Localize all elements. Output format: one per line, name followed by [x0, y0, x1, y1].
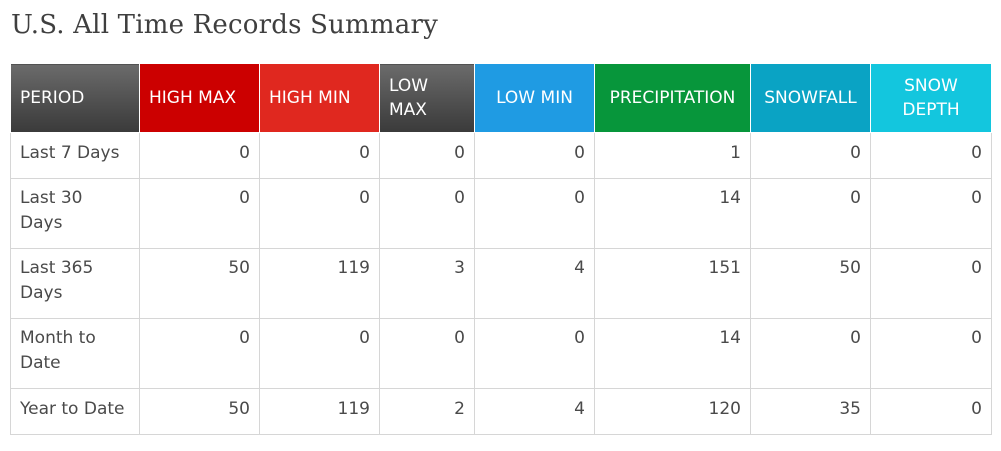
cell-high-min: 0 [259, 318, 380, 389]
cell-low-max: 0 [379, 132, 475, 179]
header-row: PERIOD HIGH MAX HIGH MIN LOW MAX LOW MIN… [10, 63, 992, 133]
cell-low-min: 4 [474, 388, 595, 435]
cell-low-min: 0 [474, 132, 595, 179]
cell-precipitation: 151 [594, 248, 751, 319]
page-title: U.S. All Time Records Summary [11, 10, 438, 40]
header-low-max: LOW MAX [379, 63, 475, 133]
cell-snowfall: 35 [750, 388, 871, 435]
table-row: Last 30 Days 0 0 0 0 14 0 0 [10, 178, 992, 249]
table-row: Last 7 Days 0 0 0 0 1 0 0 [10, 132, 992, 179]
header-snow-depth: SNOW DEPTH [870, 63, 992, 133]
cell-high-max: 0 [139, 132, 260, 179]
cell-snowfall: 0 [750, 178, 871, 249]
cell-snow-depth: 0 [870, 248, 992, 319]
cell-low-min: 4 [474, 248, 595, 319]
cell-low-max: 0 [379, 178, 475, 249]
header-snowfall: SNOWFALL [750, 63, 871, 133]
cell-snow-depth: 0 [870, 178, 992, 249]
cell-period: Last 365 Days [10, 248, 140, 319]
cell-high-min: 0 [259, 132, 380, 179]
cell-low-max: 3 [379, 248, 475, 319]
cell-snow-depth: 0 [870, 388, 992, 435]
cell-low-min: 0 [474, 178, 595, 249]
table-row: Last 365 Days 50 119 3 4 151 50 0 [10, 248, 992, 319]
cell-period: Last 7 Days [10, 132, 140, 179]
cell-high-min: 119 [259, 388, 380, 435]
cell-high-max: 50 [139, 248, 260, 319]
cell-low-min: 0 [474, 318, 595, 389]
cell-low-max: 0 [379, 318, 475, 389]
header-high-min: HIGH MIN [259, 63, 380, 133]
cell-precipitation: 1 [594, 132, 751, 179]
cell-high-min: 119 [259, 248, 380, 319]
header-period: PERIOD [10, 63, 140, 133]
records-summary-table: PERIOD HIGH MAX HIGH MIN LOW MAX LOW MIN… [10, 63, 992, 435]
cell-high-max: 50 [139, 388, 260, 435]
cell-snowfall: 0 [750, 318, 871, 389]
cell-low-max: 2 [379, 388, 475, 435]
table-row: Year to Date 50 119 2 4 120 35 0 [10, 388, 992, 435]
cell-snow-depth: 0 [870, 132, 992, 179]
cell-period: Year to Date [10, 388, 140, 435]
cell-snow-depth: 0 [870, 318, 992, 389]
cell-high-max: 0 [139, 178, 260, 249]
header-high-max: HIGH MAX [139, 63, 260, 133]
cell-high-max: 0 [139, 318, 260, 389]
cell-snowfall: 0 [750, 132, 871, 179]
header-precipitation: PRECIPITATION [594, 63, 751, 133]
header-low-min: LOW MIN [474, 63, 595, 133]
cell-period: Month to Date [10, 318, 140, 389]
cell-snowfall: 50 [750, 248, 871, 319]
cell-precipitation: 120 [594, 388, 751, 435]
cell-period: Last 30 Days [10, 178, 140, 249]
table-row: Month to Date 0 0 0 0 14 0 0 [10, 318, 992, 389]
cell-precipitation: 14 [594, 178, 751, 249]
cell-high-min: 0 [259, 178, 380, 249]
cell-precipitation: 14 [594, 318, 751, 389]
